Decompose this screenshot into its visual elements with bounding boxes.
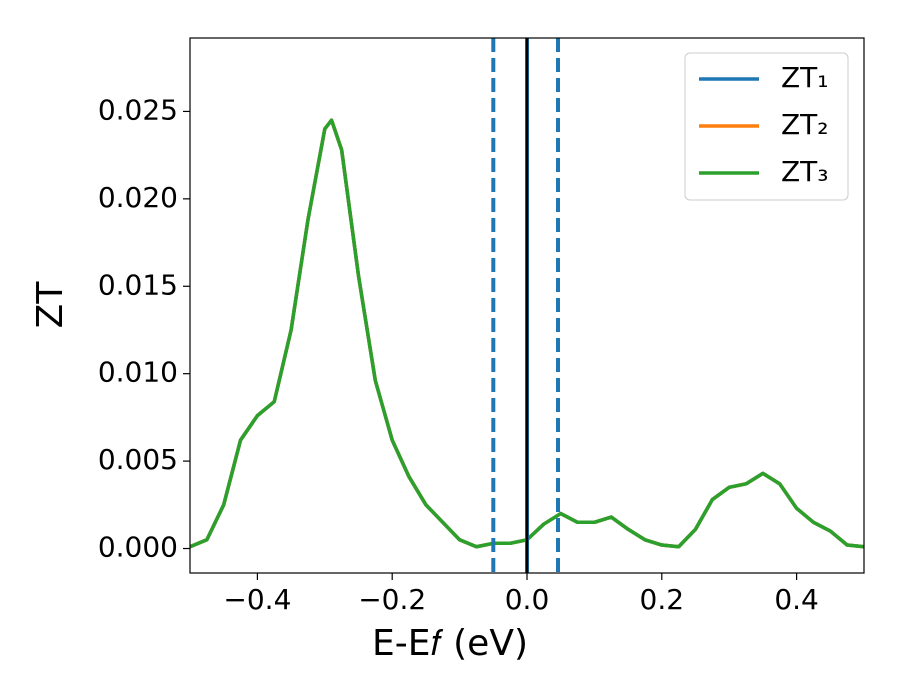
legend-label: ZT₂ bbox=[781, 108, 829, 141]
y-tick-label: 0.005 bbox=[98, 443, 178, 476]
y-tick-label: 0.020 bbox=[98, 181, 178, 214]
series-line bbox=[190, 118, 864, 549]
plot-area bbox=[190, 38, 864, 573]
plot-frame bbox=[189, 37, 865, 574]
y-tick-label: 0.000 bbox=[98, 531, 178, 564]
x-tick-label: 0.2 bbox=[640, 583, 685, 616]
x-tick-label: −0.4 bbox=[223, 583, 291, 616]
y-tick-label: 0.015 bbox=[98, 268, 178, 301]
y-tick-label: 0.010 bbox=[98, 356, 178, 389]
x-tick-label: 0.0 bbox=[505, 583, 550, 616]
x-tick-label: −0.2 bbox=[358, 583, 426, 616]
legend-label: ZT₁ bbox=[781, 61, 829, 94]
y-tick-label: 0.025 bbox=[98, 93, 178, 126]
y-axis-label: ZT bbox=[30, 281, 71, 329]
legend-label: ZT₃ bbox=[781, 155, 829, 188]
legend-box bbox=[684, 52, 849, 201]
x-tick-label: 0.4 bbox=[774, 583, 819, 616]
x-axis-label: E-E𝑓 (eV) bbox=[372, 623, 528, 664]
